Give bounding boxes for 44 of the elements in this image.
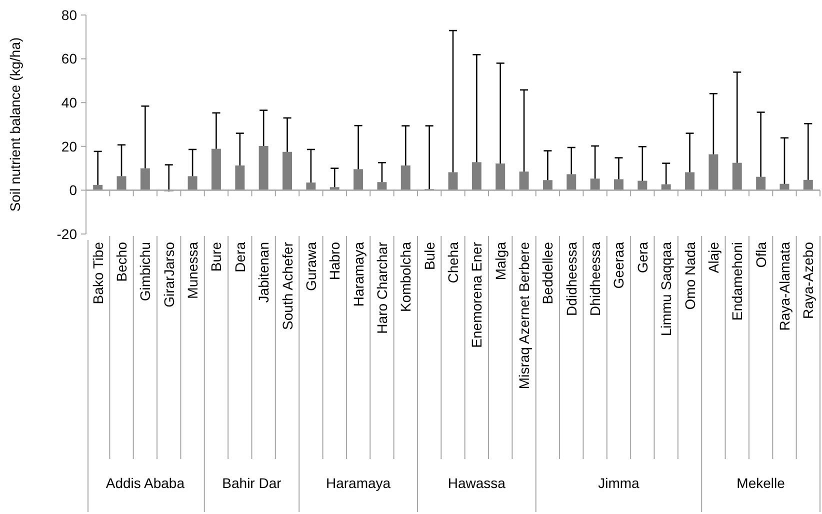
text: Haramaya: [326, 475, 391, 491]
x-tick-label: Munessa: [184, 242, 201, 299]
x-tick-label: Enemorena Ener: [468, 242, 485, 348]
x-tick-label: Bule: [421, 242, 438, 270]
text: Addis Ababa: [106, 475, 185, 491]
x-tick-label: Ofla: [752, 242, 769, 268]
x-tick-label: Haro Charchar: [374, 242, 390, 334]
x-tick-label: Misraq Azernet Berbere: [516, 242, 532, 390]
x-tick-label: Bure: [208, 242, 224, 272]
x-tick-label: Haramaya: [350, 242, 366, 307]
x-tick-label: Cheha: [445, 242, 461, 284]
x-tick-label: Gimbichu: [137, 242, 154, 302]
text: Mekelle: [736, 475, 786, 491]
x-tick-label: Gera: [634, 242, 650, 274]
x-tick-label: Dhidheessa: [587, 242, 604, 316]
x-tick-label: Omo Nada: [682, 242, 698, 310]
x-tick-label: Malga: [492, 242, 508, 280]
y-tick-label: 0: [69, 182, 78, 198]
y-axis-title: Soil nutrient balance (kg/ha): [7, 37, 23, 212]
x-tick-label: Becho: [114, 242, 130, 282]
x-tick-label: Ddidheessa: [563, 242, 580, 316]
x-tick-label: GirarJarso: [160, 242, 177, 308]
y-tick-label: -20: [56, 226, 78, 242]
y-tick-label: 40: [61, 94, 78, 110]
x-tick-label: Bako Tibe: [90, 242, 106, 304]
x-tick-label: Limmu Saqqaa: [658, 242, 674, 336]
x-tick-label: Jabitenan: [256, 242, 272, 303]
x-tick-label: Raya-Azebo: [800, 242, 816, 320]
x-tick-label: Kombolcha: [398, 242, 414, 312]
x-tick-label: Endamehoni: [729, 242, 746, 321]
x-tick-label: Beddellee: [540, 242, 556, 304]
y-tick-label: 60: [61, 50, 78, 67]
x-tick-label: Gurawa: [302, 242, 319, 292]
text: Bahir Dar: [222, 475, 282, 491]
x-tick-label: South Achefer: [279, 242, 296, 330]
text: Hawassa: [448, 475, 506, 491]
y-tick-label: 20: [61, 138, 78, 154]
x-tick-label: Habro: [326, 242, 343, 280]
x-tick-label: Geeraa: [610, 242, 627, 289]
x-tick-label: Raya-Alamata: [776, 242, 792, 331]
x-tick-label: Alaje: [705, 242, 722, 274]
y-tick-label: 80: [61, 6, 78, 23]
text: Jimma: [598, 475, 640, 491]
x-tick-label: Dera: [232, 242, 248, 272]
